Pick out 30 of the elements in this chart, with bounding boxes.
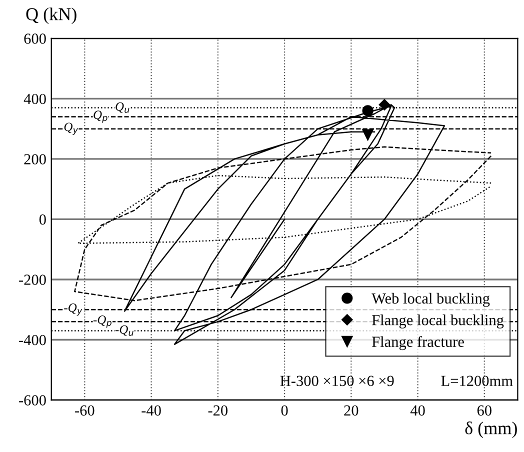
x-tick-label: -60 xyxy=(75,405,94,416)
y-tick-label: -200 xyxy=(19,274,46,285)
ref-line-label: -Q$_{u}$ xyxy=(115,325,134,336)
ref-line-label: Q$_{u}$ xyxy=(116,102,130,113)
ref-line-label: Q$_{y}$ xyxy=(64,122,78,135)
x-tick-label: 40 xyxy=(410,405,425,416)
legend-label: Flange fracture xyxy=(372,336,464,350)
y-tick-label: 400 xyxy=(24,94,46,104)
y-tick-label: -600 xyxy=(19,395,46,406)
x-tick-label: -20 xyxy=(208,405,228,416)
x-tick-label: -40 xyxy=(142,405,161,416)
annotation: H-300 ×150 ×6 ×9 xyxy=(280,376,394,386)
y-tick-label: -400 xyxy=(19,334,46,346)
x-tick-label: 20 xyxy=(344,405,358,416)
y-tick-label: 200 xyxy=(24,154,46,164)
y-tick-label: 0 xyxy=(39,214,46,225)
legend-label: Web local buckling xyxy=(372,292,490,307)
x-tick-label: 0 xyxy=(281,405,288,416)
point xyxy=(378,99,390,110)
ref-line-label: -Q$_{p}$ xyxy=(93,316,112,328)
point xyxy=(362,105,374,116)
legend-label: Flange local buckling xyxy=(372,314,504,328)
annotation: L=1200mm xyxy=(441,376,513,386)
x-tick-label: 60 xyxy=(477,405,492,416)
x-axis-title: δ (mm) xyxy=(465,422,517,438)
ref-line-label: -Q$_{y}$ xyxy=(64,303,82,316)
point xyxy=(362,129,374,140)
ref-line-label: Q$_{p}$ xyxy=(94,110,108,123)
y-axis-title: Q (kN) xyxy=(26,8,76,24)
y-tick-label: 600 xyxy=(24,34,46,44)
